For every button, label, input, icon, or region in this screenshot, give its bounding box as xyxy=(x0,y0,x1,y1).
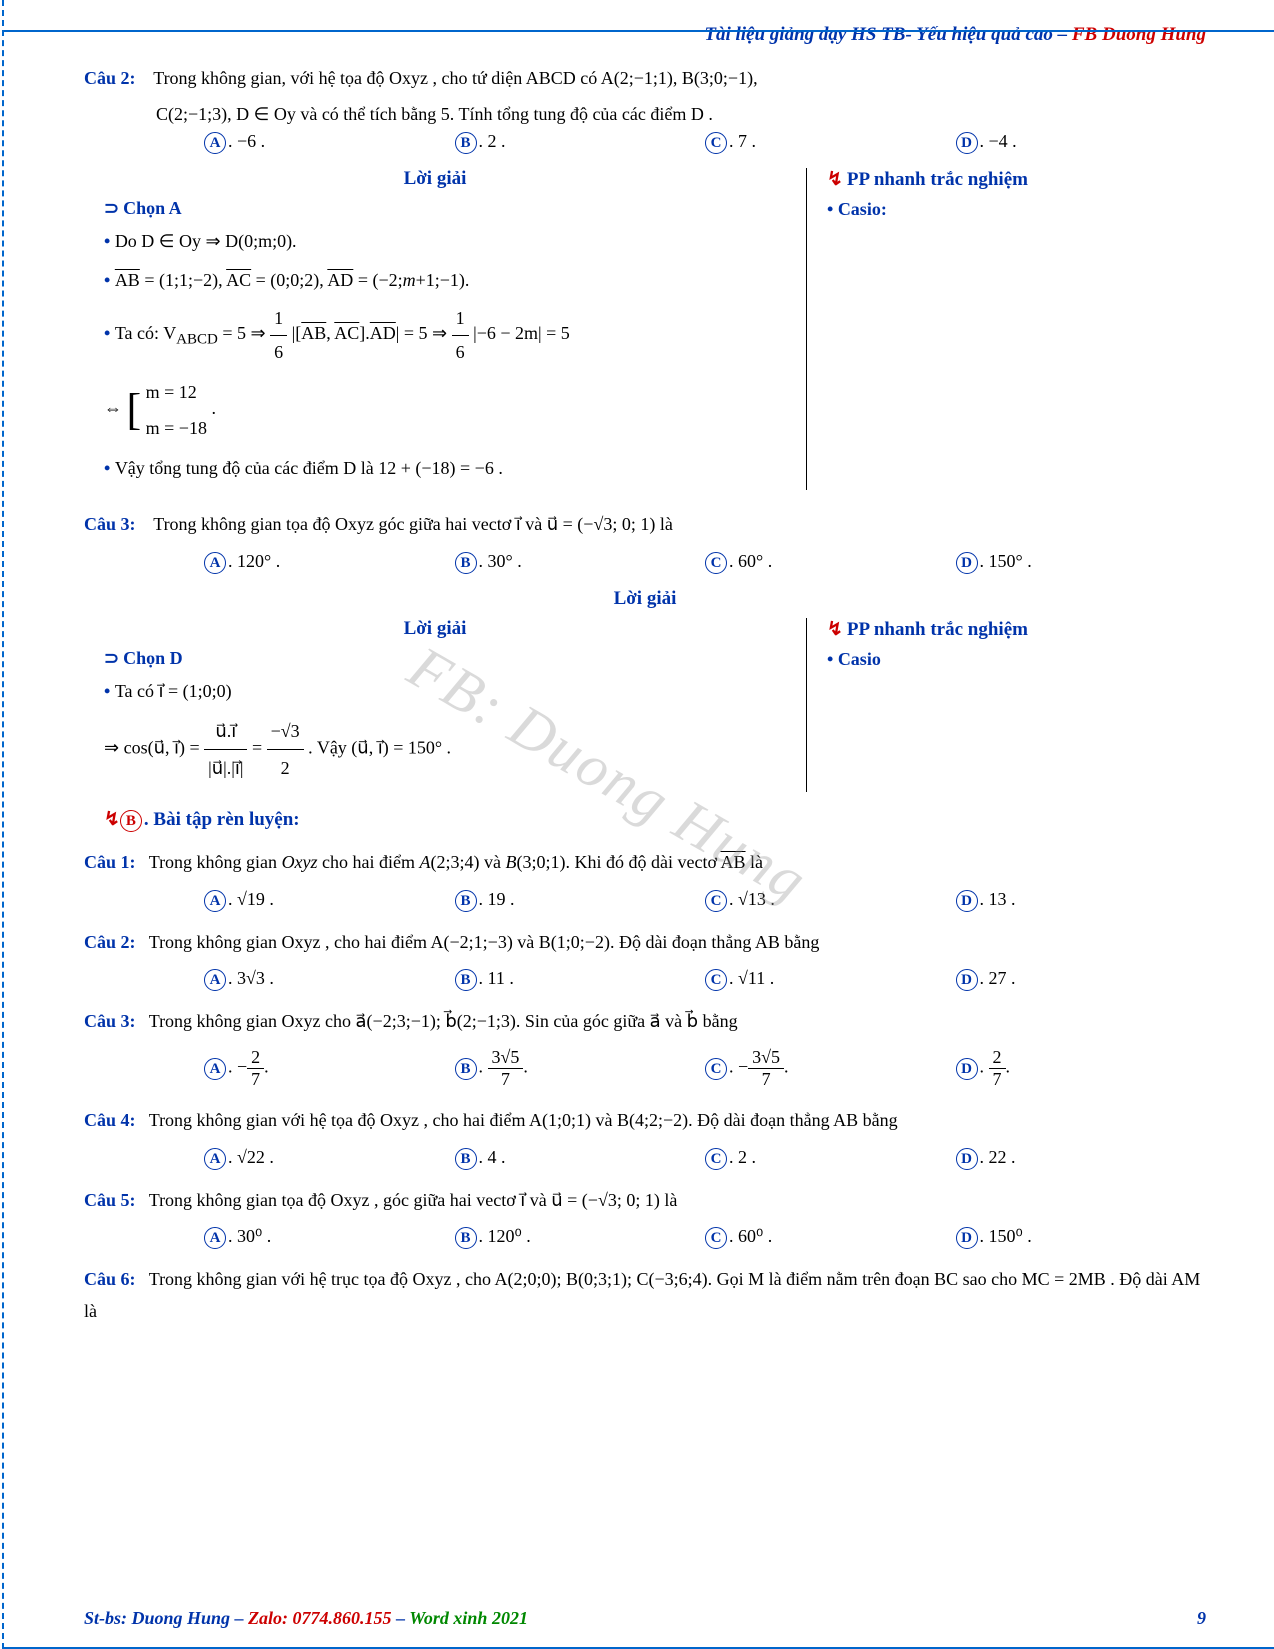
p2-choices: A. 3√3 . B. 11 . C. √11 . D. 27 . xyxy=(204,968,1206,991)
q3-pick: Chọn D xyxy=(104,648,786,669)
loigiai-title: Lời giải xyxy=(84,168,786,190)
q3-label: Câu 3: xyxy=(84,514,136,534)
circ-a: A xyxy=(204,132,226,154)
q2-sol-l5: Vậy tổng tung độ của các điểm D là 12 + … xyxy=(104,452,786,484)
practice-heading: ↯B. Bài tập rèn luyện: xyxy=(104,808,1206,832)
q2-choice-b: B. 2 . xyxy=(455,131,706,154)
p4-choices: A. √22 . B. 4 . C. 2 . D. 22 . xyxy=(204,1147,1206,1170)
p4: Câu 4: Trong không gian với hệ tọa độ Ox… xyxy=(84,1104,1206,1136)
loigiai-title-3: Lời giải xyxy=(84,618,786,640)
p1: Câu 1: Trong không gian Oxyz cho hai điể… xyxy=(84,846,1206,878)
q2-sol-left: Lời giải Chọn A Do D ∈ Oy ⇒ D(0;m;0). AB… xyxy=(84,168,806,490)
p5: Câu 5: Trong không gian tọa độ Oxyz , gó… xyxy=(84,1184,1206,1216)
q2-label: Câu 2: xyxy=(84,68,136,88)
pp-title-3: PP nhanh trắc nghiệm xyxy=(827,618,1206,641)
p2: Câu 2: Trong không gian Oxyz , cho hai đ… xyxy=(84,926,1206,958)
p1-choices: A. √19 . B. 19 . C. √13 . D. 13 . xyxy=(204,889,1206,912)
q3-sol-right: PP nhanh trắc nghiệm Casio xyxy=(806,618,1206,792)
q2-pick: Chọn A xyxy=(104,198,786,219)
q2-solution-block: Lời giải Chọn A Do D ∈ Oy ⇒ D(0;m;0). AB… xyxy=(84,168,1206,490)
casio-label: Casio: xyxy=(827,199,1206,220)
header-left: Tài liệu giảng dạy HS TB- Yếu hiệu quả c… xyxy=(704,24,1053,45)
q2-sol-l1: Do D ∈ Oy ⇒ D(0;m;0). xyxy=(104,225,786,257)
p3: Câu 3: Trong không gian Oxyz cho a⃗(−2;3… xyxy=(84,1005,1206,1037)
page-container: Tài liệu giảng dạy HS TB- Yếu hiệu quả c… xyxy=(2,0,1274,1649)
q2-text2: C(2;−1;3), D ∈ Oy và có thể tích bằng 5.… xyxy=(156,104,1206,125)
q2-choice-a: A. −6 . xyxy=(204,131,455,154)
q3-sol-left: Lời giải Chọn D Ta có i⃗ = (1;0;0) ⇒ cos… xyxy=(84,618,806,792)
q3-choices: A. 120° . B. 30° . C. 60° . D. 150° . xyxy=(204,551,1206,574)
pp-title: PP nhanh trắc nghiệm xyxy=(827,168,1206,191)
p5-choices: A. 30⁰ . B. 120⁰ . C. 60⁰ . D. 150⁰ . xyxy=(204,1226,1206,1249)
page-number: 9 xyxy=(1197,1608,1206,1629)
circ-b: B xyxy=(455,132,477,154)
header-sep: – xyxy=(1058,24,1072,45)
q3-text: Trong không gian tọa độ Oxyz góc giữa ha… xyxy=(153,514,673,534)
q2-sol-l2: AB = (1;1;−2), AC = (0;0;2), AD = (−2;m+… xyxy=(104,264,786,296)
q2-choice-c: C. 7 . xyxy=(705,131,956,154)
loigiai-mid: Lời giải xyxy=(84,588,1206,610)
q2-choices: A. −6 . B. 2 . C. 7 . D. −4 . xyxy=(204,131,1206,154)
p3-choices: A. −27. B. 3√57. C. −3√57. D. 27. xyxy=(204,1047,1206,1090)
page-footer: St-bs: Duong Hung – Zalo: 0774.860.155 –… xyxy=(84,1608,1206,1629)
q2-sol-l4: ⇔ [ m = 12 m = −18 . xyxy=(104,374,786,446)
q3-solution-block: Lời giải Chọn D Ta có i⃗ = (1;0;0) ⇒ cos… xyxy=(84,618,1206,792)
circ-d: D xyxy=(956,132,978,154)
arrow-icon: ↯ xyxy=(104,809,120,830)
q3-choice-b: B. 30° . xyxy=(455,551,706,574)
casio-label-3: Casio xyxy=(827,649,1206,670)
q2-text1: Trong không gian, với hệ tọa độ Oxyz , c… xyxy=(153,68,757,88)
p6: Câu 6: Trong không gian với hệ trục tọa … xyxy=(84,1263,1206,1328)
header-right: FB Duong Hung xyxy=(1072,24,1206,45)
q3: Câu 3: Trong không gian tọa độ Oxyz góc … xyxy=(84,508,1206,540)
circ-b-red: B xyxy=(120,810,142,832)
q3-choice-c: C. 60° . xyxy=(705,551,956,574)
footer-left: St-bs: Duong Hung – Zalo: 0774.860.155 –… xyxy=(84,1608,528,1629)
q2-sol-l3: Ta có: VABCD = 5 ⇒ 16 |[AB, AC].AD| = 5 … xyxy=(104,302,786,368)
q3-sol-l2: ⇒ cos(u⃗, i⃗) = u⃗.i⃗|u⃗|.|i⃗| = −√32 . … xyxy=(104,713,786,786)
q3-sol-l1: Ta có i⃗ = (1;0;0) xyxy=(104,675,786,707)
q2: Câu 2: Trong không gian, với hệ tọa độ O… xyxy=(84,62,1206,94)
circ-c: C xyxy=(705,132,727,154)
page-header: Tài liệu giảng dạy HS TB- Yếu hiệu quả c… xyxy=(84,20,1206,46)
p1-text: Trong không gian Oxyz cho hai điểm A(2;3… xyxy=(149,852,763,872)
q2-sol-right: PP nhanh trắc nghiệm Casio: xyxy=(806,168,1206,490)
q3-choice-d: D. 150° . xyxy=(956,551,1207,574)
q2-choice-d: D. −4 . xyxy=(956,131,1207,154)
q3-choice-a: A. 120° . xyxy=(204,551,455,574)
